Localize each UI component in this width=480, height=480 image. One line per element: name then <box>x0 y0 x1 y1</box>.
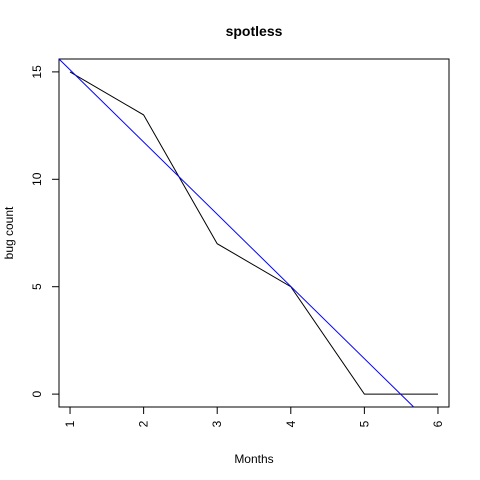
series-trend-line <box>58 58 415 408</box>
x-tick-label: 5 <box>357 420 371 427</box>
x-tick-label: 2 <box>137 420 151 427</box>
y-tick-label: 0 <box>30 390 44 397</box>
x-tick-label: 3 <box>210 420 224 427</box>
y-tick-label: 15 <box>30 65 44 79</box>
series-bug-count-line <box>69 71 438 395</box>
y-axis: 0 5 10 15 <box>30 65 60 397</box>
y-tick-label: 5 <box>30 283 44 290</box>
x-axis-label: Months <box>234 452 273 466</box>
y-axis-label: bug count <box>2 206 16 259</box>
x-tick-label: 6 <box>431 420 445 427</box>
y-tick-label: 10 <box>30 172 44 186</box>
series-layer <box>58 58 438 408</box>
chart-title: spotless <box>226 23 283 39</box>
x-tick-label: 1 <box>63 420 77 427</box>
x-axis: 1 2 3 4 5 6 <box>63 406 445 427</box>
x-tick-label: 4 <box>284 420 298 427</box>
